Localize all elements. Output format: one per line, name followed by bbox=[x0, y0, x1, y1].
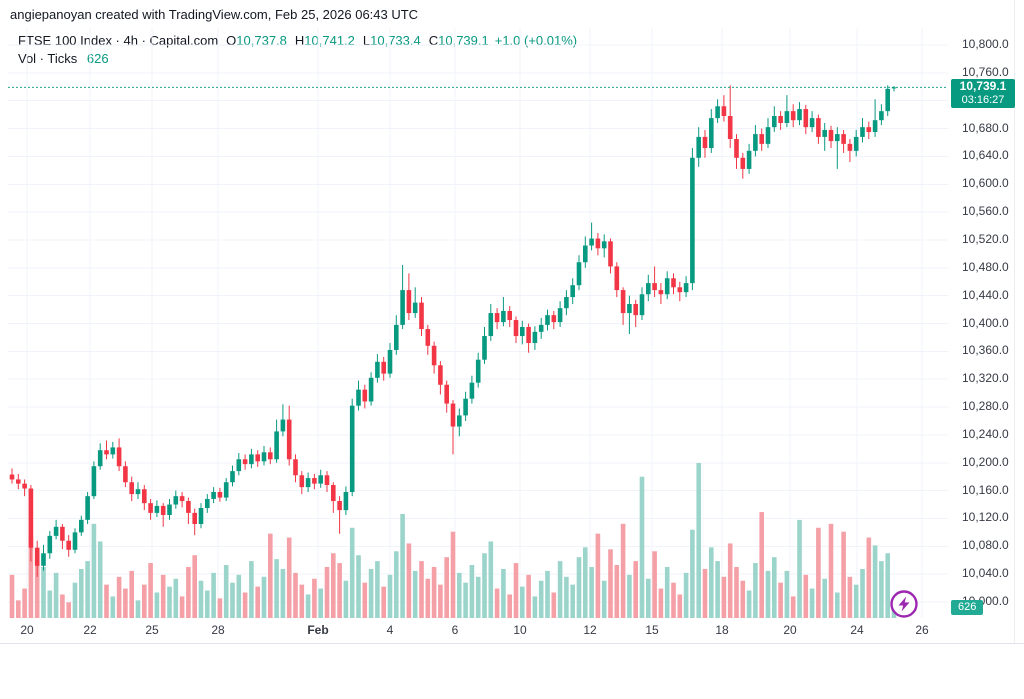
time-tick-label: 25 bbox=[145, 623, 159, 637]
bar-countdown: 03:16:27 bbox=[961, 94, 1005, 107]
legend: FTSE 100 Index · 4h · Capital.com O10,737… bbox=[18, 33, 577, 67]
price-tick-label: 10,680.0 bbox=[962, 120, 1009, 135]
time-tick-label: 4 bbox=[386, 623, 394, 637]
time-tick-label: 24 bbox=[850, 623, 864, 637]
time-tick-label: 6 bbox=[451, 623, 459, 637]
time-tick-label: 12 bbox=[583, 623, 597, 637]
price-tick-label: 10,600.0 bbox=[962, 176, 1009, 191]
volume-badge: 626 bbox=[951, 600, 984, 615]
price-tick-label: 10,800.0 bbox=[962, 37, 1009, 51]
candles-layer bbox=[9, 85, 897, 577]
symbol-title[interactable]: FTSE 100 Index · 4h · Capital.com bbox=[18, 33, 219, 48]
ohlc-open-value: 10,737.8 bbox=[236, 33, 287, 48]
price-tick-label: 10,200.0 bbox=[962, 454, 1009, 469]
time-tick-label: 18 bbox=[715, 623, 729, 637]
price-tick-label: 10,560.0 bbox=[962, 204, 1009, 219]
price-tick-label: 10,360.0 bbox=[962, 343, 1009, 358]
axis-separator-horizontal bbox=[0, 643, 1024, 644]
price-tick-label: 10,080.0 bbox=[962, 538, 1009, 553]
footer: TradingView bbox=[0, 644, 1024, 699]
ohlc-high-label: H bbox=[294, 33, 305, 48]
ohlc-low-value: 10,733.4 bbox=[370, 33, 421, 48]
chart-plot[interactable] bbox=[0, 0, 948, 618]
price-tick-label: 10,400.0 bbox=[962, 315, 1009, 330]
price-tick-label: 10,640.0 bbox=[962, 148, 1009, 163]
price-tick-label: 10,480.0 bbox=[962, 259, 1009, 274]
price-tick-label: 10,440.0 bbox=[962, 287, 1009, 302]
ohlc-close-value: 10,739.1 bbox=[438, 33, 489, 48]
price-axis[interactable]: 10,800.0 10,760.0 10,680.0 10,640.0 10,600.0… bbox=[950, 0, 1024, 618]
price-tick-label: 10,320.0 bbox=[962, 371, 1009, 386]
lightning-icon bbox=[890, 590, 918, 618]
price-tick-label: 10,040.0 bbox=[962, 566, 1009, 581]
volume-indicator-value: 626 bbox=[86, 51, 109, 66]
axis-separator-vertical bbox=[1014, 0, 1015, 643]
grid-layer bbox=[8, 28, 948, 618]
ohlc-low-label: L bbox=[362, 33, 371, 48]
price-tick-label: 10,280.0 bbox=[962, 399, 1009, 414]
time-tick-label: 26 bbox=[915, 623, 929, 637]
volume-layer bbox=[9, 463, 897, 618]
price-tick-label: 10,120.0 bbox=[962, 510, 1009, 525]
time-tick-label: 20 bbox=[783, 623, 797, 637]
change-value: +1.0 (+0.01%) bbox=[494, 33, 578, 48]
flash-button[interactable] bbox=[889, 589, 919, 619]
time-axis[interactable]: 20 22 25 28 Feb 4 6 10 12 15 18 20 24 26 bbox=[0, 620, 948, 643]
price-tick-label: 10,160.0 bbox=[962, 482, 1009, 497]
time-tick-label: Feb bbox=[307, 623, 329, 637]
time-tick-label: 15 bbox=[645, 623, 659, 637]
time-tick-label: 20 bbox=[20, 623, 34, 637]
ohlc-open-label: O bbox=[226, 33, 237, 48]
price-tick-label: 10,240.0 bbox=[962, 426, 1009, 441]
attribution-text: angiepanoyan created with TradingView.co… bbox=[10, 7, 419, 22]
price-tick-label: 10,760.0 bbox=[962, 64, 1009, 79]
time-tick-label: 22 bbox=[83, 623, 97, 637]
last-price-value: 10,739.1 bbox=[959, 79, 1007, 94]
ohlc-close-label: C bbox=[428, 33, 439, 48]
price-tick-label: 10,520.0 bbox=[962, 231, 1009, 246]
last-price-badge: 10,739.1 03:16:27 bbox=[951, 79, 1015, 109]
volume-indicator-label[interactable]: Vol · Ticks bbox=[18, 51, 78, 66]
time-tick-label: 28 bbox=[211, 623, 225, 637]
time-tick-label: 10 bbox=[513, 623, 527, 637]
ohlc-high-value: 10,741.2 bbox=[304, 33, 355, 48]
